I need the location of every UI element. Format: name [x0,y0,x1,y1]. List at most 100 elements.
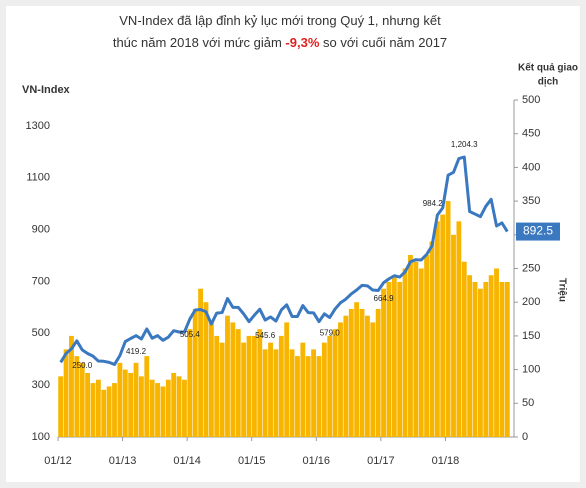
volume-bar [343,315,349,437]
y2-axis-label: Kết quả giao [518,62,578,74]
volume-bar [138,376,144,437]
volume-bar [391,275,397,437]
volume-bar [364,315,370,437]
volume-bar [332,329,338,437]
volume-bar [477,288,483,437]
volume-bar [381,288,386,437]
x-tick-label: 01/14 [173,455,201,467]
volume-bar [434,221,440,437]
volume-bar [413,261,419,437]
annotation: 505.4 [180,330,201,339]
index-line [59,155,509,366]
volume-bar [144,356,150,437]
volume-bar [305,356,311,437]
volume-bar [192,308,198,437]
volume-bar [149,379,155,437]
y-tick-label: 1100 [26,172,50,184]
end-label: 892.5 [523,224,553,238]
annotation: 664.9 [374,294,395,303]
y-tick-label: 500 [32,327,50,339]
volume-bar [198,288,204,437]
volume-bar [402,268,408,437]
x-tick-label: 01/18 [432,455,460,467]
volume-bar [408,255,413,437]
volume-bar [375,308,381,437]
volume-bar [321,342,327,437]
volume-bar [359,308,365,437]
volume-bar [504,281,510,437]
volume-bar [106,386,112,437]
y-tick-label: 300 [32,379,50,391]
volume-bar [418,268,424,437]
y2-unit: Triệu [556,278,567,302]
y2-tick-label: 150 [522,330,540,342]
volume-bar [187,329,193,437]
volume-bar [467,275,473,437]
volume-bar [268,342,273,437]
volume-bar [251,335,257,437]
volume-bar [90,383,96,437]
volume-bar [128,372,134,437]
volume-bar [338,322,343,437]
volume-bar [300,342,306,437]
volume-bar [278,335,284,437]
volume-bar [122,369,128,437]
volume-bar [429,241,435,437]
volume-bar [354,302,360,437]
y2-axis-label: dịch [538,77,559,88]
volume-bar [445,201,451,437]
x-tick-label: 01/16 [303,455,331,467]
volume-bar [69,335,74,437]
volume-bar [79,362,85,437]
volume-bar [95,379,101,437]
volume-bar [214,335,220,437]
annotation: 545.6 [255,331,276,340]
volume-bar [494,268,499,437]
chart-title: thúc năm 2018 với mức giảm -9,3% so với … [113,35,447,50]
volume-bar [472,281,478,437]
y2-tick-label: 100 [522,364,540,376]
volume-bar [386,281,392,437]
volume-bar [311,349,317,437]
volume-bar [295,356,300,437]
volume-bar [273,349,279,437]
y2-tick-label: 200 [522,296,540,308]
y-tick-label: 700 [32,275,50,287]
volume-bar [397,281,403,437]
annotation: 984.2 [423,199,444,208]
y-tick-label: 1300 [26,120,50,132]
volume-bar [176,376,182,437]
volume-bar [483,281,489,437]
volume-bar [155,383,160,437]
volume-bar [117,362,123,437]
volume-bar [182,379,187,437]
y2-tick-label: 50 [522,397,534,409]
volume-bar [451,234,456,437]
title-part: VN-Index đã lập đỉnh kỷ lục mới trong Qu… [119,13,441,28]
y-tick-label: 900 [32,224,50,236]
volume-bar [461,261,467,437]
volume-bar [160,386,166,437]
annotation: 419.2 [126,347,147,356]
y2-tick-label: 450 [522,128,540,140]
volume-bar [327,335,333,437]
volume-bar [235,329,241,437]
volume-bar [133,362,139,437]
volume-bar [456,221,462,437]
y2-tick-label: 400 [522,161,540,173]
y2-tick-label: 0 [522,431,528,443]
y-tick-label: 100 [32,431,50,443]
y2-tick-label: 250 [522,262,540,274]
volume-bar [316,356,322,437]
end-label-box [516,222,560,241]
annotation: 250.0 [72,361,93,370]
chart-title: VN-Index đã lập đỉnh kỷ lục mới trong Qu… [119,13,441,28]
volume-bar [230,322,236,437]
annotation: 1,204.3 [451,140,478,149]
volume-bar [257,329,263,437]
volume-bar [171,372,177,437]
volume-bar [440,214,446,437]
title-part: so với cuối năm 2017 [319,35,447,50]
volume-bar [85,372,91,437]
